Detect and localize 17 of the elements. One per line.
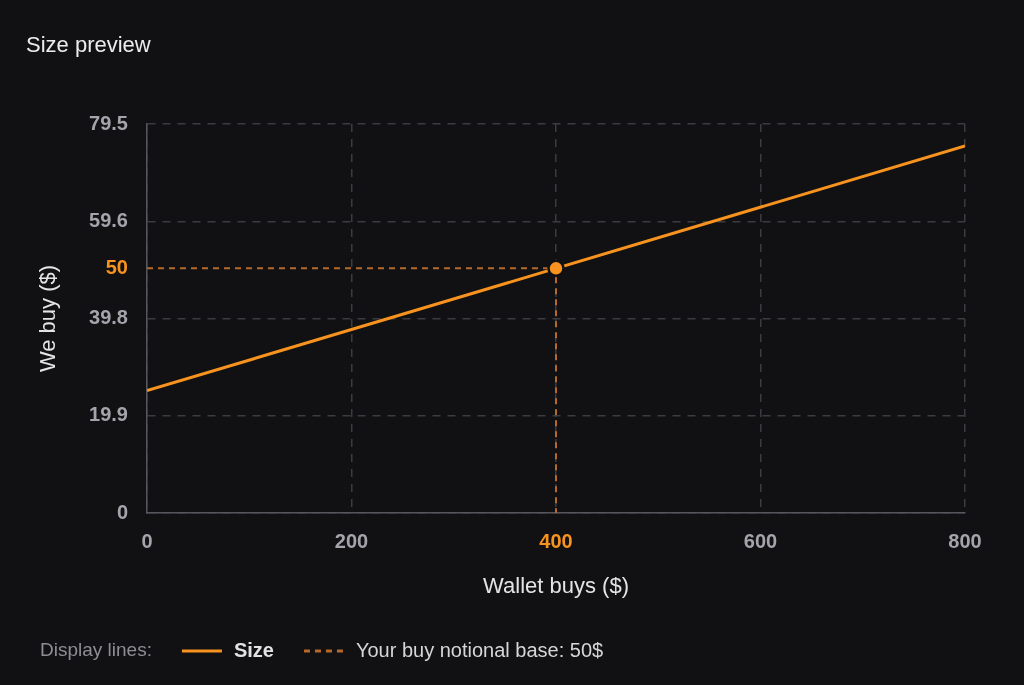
x-tick-label: 400: [539, 529, 573, 552]
y-tick-label: 0: [116, 500, 128, 523]
y-tick-label: 79.5: [89, 111, 128, 134]
chart-title: Size preview: [26, 32, 151, 58]
legend-label: Size: [233, 638, 274, 661]
x-tick-label: 800: [948, 529, 982, 552]
y-tick-label: 19.9: [89, 403, 128, 426]
y-tick-label: 39.8: [89, 305, 128, 328]
legend-label: Your buy notional base: 50$: [355, 638, 604, 661]
x-tick-label: 0: [141, 529, 153, 552]
y-tick-label: 59.6: [89, 208, 128, 231]
legend-title: Display lines:: [40, 639, 152, 661]
x-axis-title: Wallet buys ($): [483, 572, 629, 598]
y-tick-label: 50: [105, 255, 128, 278]
y-axis-title: We buy ($): [35, 264, 61, 373]
x-tick-label: 200: [334, 529, 369, 552]
x-tick-label: 600: [743, 529, 778, 552]
